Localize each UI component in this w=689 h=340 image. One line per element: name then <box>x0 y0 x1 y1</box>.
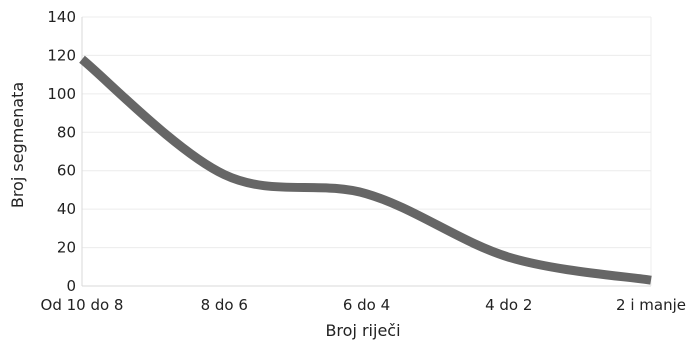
grid <box>81 16 652 287</box>
x-tick-label: 2 i manje <box>616 296 686 314</box>
y-tick-label: 40 <box>57 200 76 218</box>
x-axis-ticks: Od 10 do 8 8 do 6 6 do 4 4 do 2 2 i manje <box>41 296 686 314</box>
y-tick-label: 0 <box>66 277 76 295</box>
series-group <box>79 55 652 285</box>
y-tick-label: 140 <box>47 8 76 26</box>
y-axis-title: Broj segmenata <box>8 82 27 208</box>
x-tick-label: 8 do 6 <box>201 296 248 314</box>
y-axis-ticks: 0 20 40 60 80 100 120 140 <box>47 8 76 295</box>
y-tick-label: 60 <box>57 162 76 180</box>
y-tick-label: 80 <box>57 123 76 141</box>
x-tick-label: 6 do 4 <box>343 296 390 314</box>
y-tick-label: 120 <box>47 46 76 64</box>
series-line <box>79 55 652 285</box>
x-axis-title: Broj riječi <box>325 321 400 340</box>
y-tick-label: 100 <box>47 85 76 103</box>
y-tick-label: 20 <box>57 239 76 257</box>
x-tick-label: Od 10 do 8 <box>41 296 124 314</box>
x-tick-label: 4 do 2 <box>485 296 532 314</box>
